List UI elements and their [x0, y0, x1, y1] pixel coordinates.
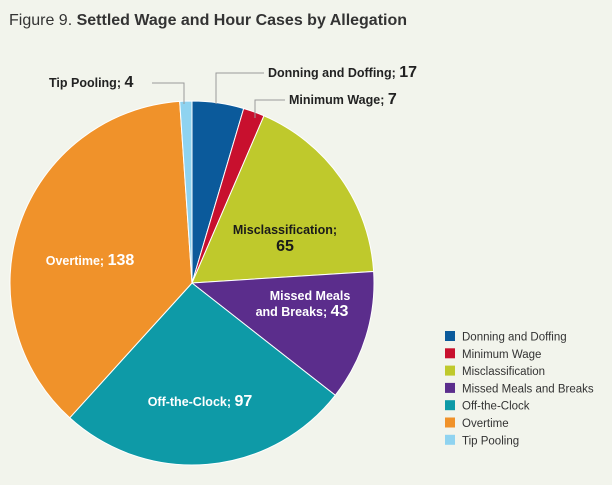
slice-value: 4 [124, 74, 133, 91]
legend-label: Tip Pooling [462, 435, 519, 447]
legend-label: Misclassification [462, 366, 545, 378]
slice-label-text: Donning and Doffing; [268, 66, 399, 80]
slice-overtime [9, 100, 193, 419]
slice-label-minimum-wage: Minimum Wage; 7 [289, 91, 397, 108]
legend-item-donning-and-doffing: Donning and Doffing [445, 331, 567, 344]
slice-label-donning-and-doffing: Donning and Doffing; 17 [268, 64, 417, 81]
legend-item-off-the-clock: Off-the-Clock [445, 400, 530, 413]
legend-label: Minimum Wage [462, 349, 541, 361]
legend-label: Donning and Doffing [462, 332, 567, 344]
slice-label-text: Missed Meals [270, 289, 351, 303]
slice-label-text: Minimum Wage; [289, 93, 388, 107]
legend-item-tip-pooling: Tip Pooling [445, 434, 519, 447]
legend-item-missed-meals-and-breaks: Missed Meals and Breaks [445, 382, 594, 395]
chart-title: Settled Wage and Hour Cases by Allegatio… [77, 12, 407, 29]
slice-label-overtime: Overtime; 138 [46, 252, 135, 269]
legend-label: Overtime [462, 418, 509, 430]
legend-swatch [445, 434, 455, 445]
figure-title: Figure 9. Settled Wage and Hour Cases by… [9, 12, 407, 29]
slice-value: 43 [331, 303, 349, 320]
legend-item-minimum-wage: Minimum Wage [445, 348, 541, 361]
slice-missed-meals-and-breaks [190, 270, 375, 396]
legend: Donning and Doffing Minimum Wage Misclassi… [445, 331, 594, 447]
legend-swatch [445, 348, 455, 359]
legend-swatch [445, 365, 455, 376]
legend-item-overtime: Overtime [445, 417, 509, 430]
slice-label-text: and Breaks; [256, 305, 331, 319]
slice-value: 17 [399, 64, 417, 81]
slice-value: 97 [235, 393, 253, 410]
slice-off-the-clock [69, 282, 336, 466]
legend-label: Missed Meals and Breaks [462, 383, 594, 395]
leader-line-tip-pooling [152, 82, 185, 104]
legend-label: Off-the-Clock [462, 401, 530, 413]
slice-value: 65 [276, 238, 294, 255]
slice-value: 138 [108, 252, 135, 269]
leader-lines [152, 72, 285, 118]
slice-value: 7 [388, 91, 397, 108]
legend-swatch [445, 417, 455, 428]
legend-swatch [445, 331, 455, 341]
slice-label-text: Misclassification; [233, 223, 337, 237]
figure-label: Figure 9. [9, 12, 72, 29]
slice-label-tip-pooling: Tip Pooling; 4 [49, 74, 133, 91]
legend-item-misclassification: Misclassification [445, 365, 545, 378]
leader-line-minimum-wage [254, 99, 285, 118]
slice-label-missed-meals-and-breaks: Missed Meals and Breaks; 43 [256, 289, 351, 320]
pie-slices [9, 100, 375, 466]
legend-swatch [445, 382, 455, 393]
slice-label-off-the-clock: Off-the-Clock; 97 [148, 393, 253, 410]
slice-label-misclassification: Misclassification; 65 [233, 223, 337, 255]
slice-label-text: Overtime; [46, 254, 108, 268]
slice-label-text: Tip Pooling; [49, 76, 124, 90]
leader-line-donning-and-doffing [215, 72, 264, 104]
slice-misclassification [191, 115, 375, 284]
legend-swatch [445, 400, 455, 411]
slice-tip-pooling [179, 100, 193, 284]
slice-label-text: Off-the-Clock; [148, 395, 235, 409]
